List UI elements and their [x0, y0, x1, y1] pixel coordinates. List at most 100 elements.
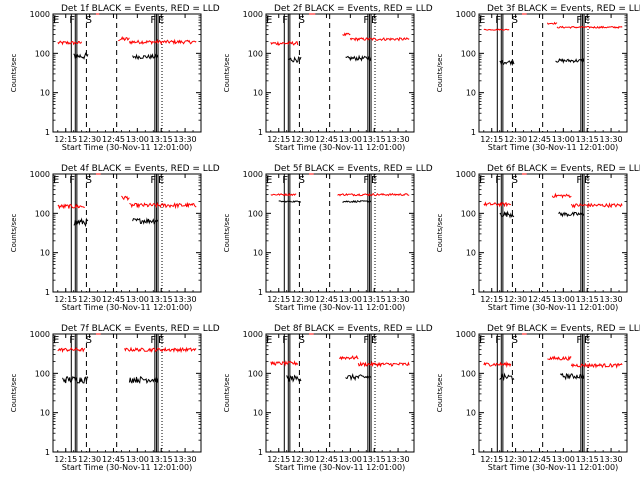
- x-tick-label: 12:45: [528, 295, 551, 304]
- x-axis-label: Start Time (30-Nov-11 12:01:00): [62, 303, 192, 312]
- interval-marker-label: E: [584, 15, 590, 26]
- y-tick-label: 10: [466, 409, 476, 418]
- x-tick-label: 12:45: [315, 135, 338, 144]
- x-tick-label: 12:45: [528, 455, 551, 464]
- lld-rate-trace: [270, 40, 299, 46]
- y-tick-label: 1000: [30, 170, 50, 179]
- y-tick-label: 1: [258, 288, 263, 297]
- x-tick-label: 13:15: [576, 135, 599, 144]
- x-tick-label: 12:15: [480, 455, 503, 464]
- interval-marker-label: E: [266, 15, 272, 26]
- y-tick-label: 1: [45, 448, 50, 457]
- y-tick-label: 1000: [456, 170, 476, 179]
- interval-marker-label: E: [266, 175, 272, 186]
- x-axis-label: Start Time (30-Nov-11 12:01:00): [62, 463, 192, 472]
- events-rate-trace: [278, 200, 302, 203]
- plot-title: Det 3f BLACK = Events, RED = LLD: [487, 4, 640, 14]
- interval-marker-label: E: [584, 335, 590, 346]
- lld-rate-trace: [57, 40, 83, 46]
- x-tick-label: 13:30: [387, 295, 410, 304]
- y-tick-label: 10: [40, 89, 50, 98]
- lld-rate-trace: [547, 355, 572, 361]
- events-rate-trace: [499, 210, 515, 219]
- y-axis-label: Counts/sec: [10, 54, 18, 93]
- x-axis-label: Start Time (30-Nov-11 12:01:00): [275, 463, 405, 472]
- y-axis-label: Counts/sec: [223, 374, 231, 413]
- plot-title: Det 5f BLACK = Events, RED = LLD: [274, 164, 433, 174]
- y-tick-label: 100: [461, 49, 476, 58]
- interval-marker-label: S: [299, 175, 305, 186]
- x-tick-label: 13:30: [174, 295, 197, 304]
- plot-frame: [265, 173, 415, 293]
- lld-rate-trace: [357, 360, 410, 368]
- events-rate-trace: [73, 217, 89, 228]
- x-axis-label: Start Time (30-Nov-11 12:01:00): [488, 303, 618, 312]
- events-rate-trace: [288, 56, 302, 63]
- y-tick-label: 1: [471, 288, 476, 297]
- detector-plot-3: Det 3f BLACK = Events, RED = LLD Counts/s…: [436, 4, 640, 152]
- lld-rate-trace: [57, 347, 86, 353]
- x-tick-label: 12:45: [102, 295, 125, 304]
- y-tick-label: 100: [35, 209, 50, 218]
- interval-marker-label: E: [53, 175, 59, 186]
- x-tick-label: 13:30: [600, 455, 623, 464]
- events-rate-trace: [342, 199, 372, 204]
- interval-marker-label: E: [479, 15, 485, 26]
- interval-marker-label: F: [363, 15, 369, 26]
- plot-frame: [265, 333, 415, 453]
- interval-marker-label: F: [69, 335, 75, 346]
- y-axis-label: Counts/sec: [223, 54, 231, 93]
- y-tick-label: 1: [471, 128, 476, 137]
- interval-marker-label: F: [576, 335, 582, 346]
- lld-rate-trace: [483, 360, 512, 368]
- y-tick-label: 10: [253, 249, 263, 258]
- x-tick-label: 12:15: [480, 295, 503, 304]
- events-rate-trace: [62, 375, 89, 384]
- x-tick-label: 13:30: [387, 135, 410, 144]
- interval-marker-label: F: [363, 175, 369, 186]
- interval-marker-label: E: [53, 15, 59, 26]
- interval-marker-label: E: [158, 175, 164, 186]
- interval-marker-label: F: [495, 15, 501, 26]
- lld-rate-trace: [121, 195, 130, 202]
- events-rate-trace: [128, 376, 159, 384]
- y-tick-label: 1000: [30, 330, 50, 339]
- x-tick-label: 12:15: [267, 455, 290, 464]
- lld-rate-trace: [483, 201, 511, 208]
- detector-plot-6: Det 6f BLACK = Events, RED = LLD Counts/s…: [436, 164, 640, 312]
- x-axis-label: Start Time (30-Nov-11 12:01:00): [488, 143, 618, 152]
- lld-rate-trace: [551, 192, 572, 199]
- plot-title: Det 4f BLACK = Events, RED = LLD: [61, 164, 220, 174]
- interval-marker-label: S: [512, 335, 518, 346]
- interval-marker-label: E: [158, 335, 164, 346]
- lld-rate-trace: [556, 25, 623, 29]
- x-tick-label: 13:15: [150, 455, 173, 464]
- y-axis-label: Counts/sec: [436, 54, 444, 93]
- y-tick-label: 1000: [243, 10, 263, 19]
- lld-rate-trace: [270, 360, 299, 367]
- interval-marker-label: S: [86, 175, 92, 186]
- events-rate-trace: [345, 54, 372, 62]
- x-tick-label: 12:30: [504, 135, 527, 144]
- x-tick-label: 12:30: [504, 455, 527, 464]
- interval-marker-label: F: [495, 175, 501, 186]
- interval-marker-label: E: [371, 175, 377, 186]
- events-rate-trace: [555, 57, 585, 64]
- x-tick-label: 13:15: [363, 135, 386, 144]
- x-tick-label: 13:15: [363, 455, 386, 464]
- x-tick-label: 13:00: [339, 295, 362, 304]
- interval-marker-label: S: [299, 335, 305, 346]
- y-axis-label: Counts/sec: [436, 214, 444, 253]
- lld-rate-trace: [338, 354, 359, 361]
- y-tick-label: 1: [45, 288, 50, 297]
- x-tick-label: 13:00: [126, 295, 149, 304]
- y-tick-label: 1000: [243, 330, 263, 339]
- plot-frame: [52, 333, 202, 453]
- y-tick-label: 10: [40, 249, 50, 258]
- y-tick-label: 100: [248, 49, 263, 58]
- x-tick-label: 13:15: [576, 295, 599, 304]
- x-tick-label: 12:45: [528, 135, 551, 144]
- detector-plot-8: Det 8f BLACK = Events, RED = LLD Counts/s…: [223, 324, 433, 472]
- plot-frame: [52, 173, 202, 293]
